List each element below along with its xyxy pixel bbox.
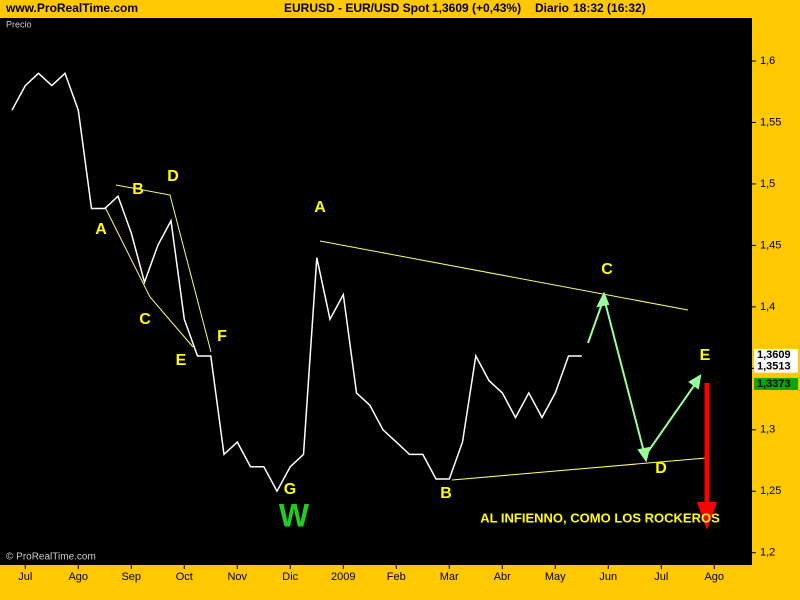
arrow-head (596, 291, 610, 308)
arrow-head (637, 446, 651, 463)
y-tick-label: 1,5 (760, 178, 775, 190)
x-tick-label: Sep (121, 571, 141, 583)
price-tag (754, 377, 798, 390)
period: Diario (535, 1, 569, 15)
site: www.ProRealTime.com (5, 1, 138, 15)
wave-label: G (284, 481, 296, 498)
price-tag (754, 360, 798, 373)
x-tick-label: Nov (227, 571, 247, 583)
x-tick-label: Ago (68, 571, 88, 583)
wave-label: B (440, 485, 452, 502)
time: 18:32 (16:32) (573, 1, 646, 15)
quote: 1,3609 (+0,43%) (432, 1, 521, 15)
price-tag-label: 1,3609 (757, 349, 791, 361)
y-tick-label: 1,45 (760, 239, 781, 251)
x-tick-label: Mar (440, 571, 459, 583)
x-tick-label: Feb (387, 571, 406, 583)
price-line (11, 71, 582, 493)
x-tick-label: Jul (654, 571, 668, 583)
y-tick-label: 1,3 (760, 424, 775, 436)
price-tag-label: 1,3513 (757, 361, 791, 373)
wave-label: D (167, 168, 179, 185)
price-tag (754, 348, 798, 361)
instrument: EURUSD - EUR/USD Spot (284, 1, 429, 15)
plot-area (0, 18, 752, 565)
x-tick-label: Oct (176, 571, 193, 583)
trend-line (104, 206, 194, 348)
x-tick-label: May (545, 571, 566, 583)
y-tick-label: 1,55 (760, 116, 781, 128)
wave-label: C (139, 311, 151, 328)
trend-lines (104, 184, 707, 481)
x-tick-label: Abr (494, 571, 511, 583)
wave-label: C (601, 261, 613, 278)
wave-label: A (95, 221, 107, 238)
caption: AL INFIENNO, COMO LOS ROCKEROS (480, 510, 720, 525)
copyright: © ProRealTime.com (6, 552, 96, 563)
y-tick-label: 1,6 (760, 55, 775, 67)
y-tick-label: 1,4 (760, 301, 775, 313)
arrow-head (688, 374, 702, 390)
trend-line (319, 240, 689, 311)
wave-label: B (132, 181, 144, 198)
arrow-head (697, 502, 717, 530)
wave-label: F (217, 328, 227, 345)
x-tick-label: Jun (599, 571, 617, 583)
price-tag-label: 1,3373 (757, 378, 791, 390)
y-tick-label: 1,2 (760, 547, 775, 559)
wave-label: W (279, 497, 310, 533)
wave-label: A (314, 199, 326, 216)
trend-line (115, 184, 212, 353)
forecast-arrows (587, 291, 702, 463)
trend-line (451, 457, 707, 481)
wave-label: D (655, 460, 667, 477)
panel-label: Precio (6, 19, 32, 29)
x-tick-label: Ago (704, 571, 724, 583)
x-tick-label: Dic (282, 571, 298, 583)
forecast-path (587, 294, 699, 459)
x-tick-label: Jul (18, 571, 32, 583)
x-tick-label: 2009 (331, 571, 355, 583)
y-tick-label: 1,25 (760, 485, 781, 497)
wave-label: E (176, 352, 187, 369)
wave-label: E (700, 347, 711, 364)
